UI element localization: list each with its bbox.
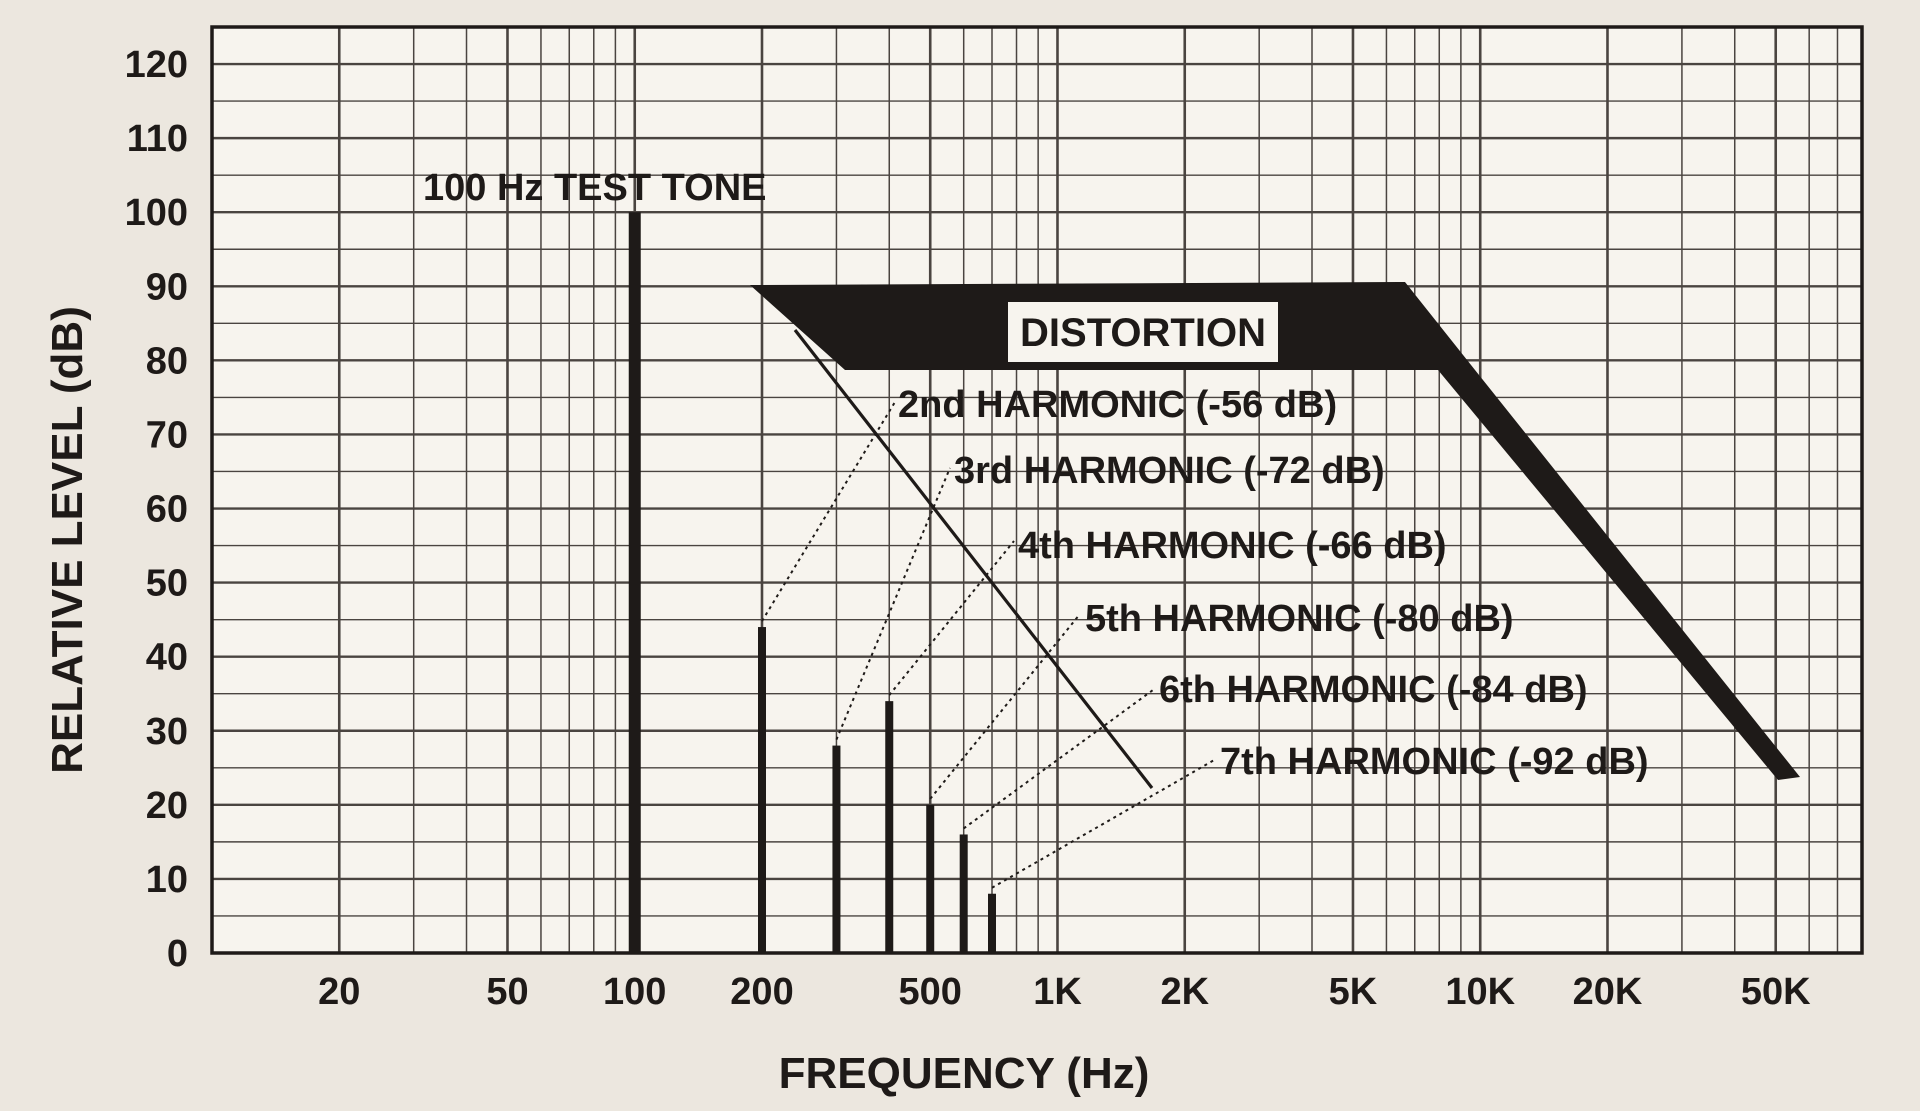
- y-tick-label: 30: [146, 711, 188, 753]
- harmonic-label-6th: 6th HARMONIC (-84 dB): [1159, 669, 1588, 711]
- y-tick-label: 80: [146, 340, 188, 382]
- x-axis-title: FREQUENCY (Hz): [779, 1049, 1150, 1098]
- y-tick-label: 40: [146, 637, 188, 679]
- bars: [628, 212, 997, 953]
- y-axis-title: RELATIVE LEVEL (dB): [43, 306, 92, 774]
- leader-line-5th: [929, 613, 1081, 800]
- y-tick-label: 20: [146, 785, 188, 827]
- distortion-label: DISTORTION: [1020, 311, 1266, 355]
- plot-background: [212, 27, 1862, 953]
- plot-frame: [210, 25, 1864, 955]
- x-tick-label: 50K: [1741, 971, 1811, 1013]
- x-tick-label: 2K: [1160, 971, 1209, 1013]
- distortion-wedge: [750, 282, 1800, 780]
- leader-lines: [761, 401, 1217, 889]
- annotations: 100 Hz TEST TONE DISTORTION 2nd HARMONIC…: [423, 167, 1649, 783]
- leader-line-3rd: [835, 467, 951, 740]
- leader-line-7th: [991, 758, 1217, 889]
- y-tick-label: 90: [146, 266, 188, 308]
- y-tick-label: 120: [125, 44, 188, 86]
- harmonic-bar-2nd: [758, 627, 766, 953]
- harmonic-bar-4th: [885, 701, 894, 953]
- y-tick-label: 110: [127, 118, 188, 160]
- test-tone-label: 100 Hz TEST TONE: [423, 167, 767, 209]
- x-tick-label: 50: [486, 971, 528, 1013]
- harmonic-label-3rd: 3rd HARMONIC (-72 dB): [954, 450, 1385, 492]
- harmonic-label-5th: 5th HARMONIC (-80 dB): [1085, 598, 1514, 640]
- harmonic-label-2nd: 2nd HARMONIC (-56 dB): [898, 384, 1337, 426]
- harmonic-bar-3rd: [832, 745, 841, 953]
- ticks: 0 10 20 30 40 50 60 70 80 90 100 110 120 20 50 100 200 50…: [125, 44, 1812, 1013]
- harmonic-label-7th: 7th HARMONIC (-92 dB): [1220, 741, 1649, 783]
- leader-line-2nd: [761, 401, 896, 622]
- x-tick-label: 20: [318, 971, 360, 1013]
- leader-line-4th: [888, 540, 1015, 696]
- x-tick-label: 10K: [1445, 971, 1515, 1013]
- distortion-band: [750, 282, 1800, 789]
- y-tick-label: 100: [125, 192, 188, 234]
- distortion-slope-line: [793, 329, 1154, 789]
- distortion-label-box: [1008, 302, 1278, 362]
- harmonic-bar-5th: [926, 804, 935, 953]
- y-tick-label: 10: [146, 859, 188, 901]
- x-tick-label: 5K: [1329, 971, 1378, 1013]
- x-tick-label: 500: [899, 971, 962, 1013]
- harmonic-label-4th: 4th HARMONIC (-66 dB): [1018, 525, 1447, 567]
- y-tick-label: 70: [146, 414, 188, 456]
- x-tick-label: 100: [603, 971, 666, 1013]
- x-tick-label: 20K: [1573, 971, 1643, 1013]
- y-tick-label: 50: [146, 563, 188, 605]
- y-tick-label: 60: [146, 489, 188, 531]
- x-tick-label: 1K: [1033, 971, 1082, 1013]
- test-tone-bar: [628, 212, 641, 953]
- harmonic-bar-7th: [988, 893, 997, 953]
- x-tick-label: 200: [730, 971, 793, 1013]
- y-tick-label: 0: [167, 933, 188, 975]
- harmonic-bar-6th: [959, 834, 968, 953]
